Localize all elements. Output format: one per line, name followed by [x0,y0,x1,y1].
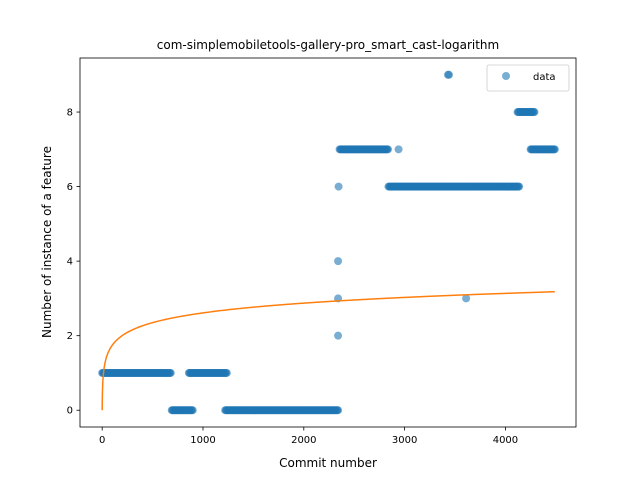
data-point [444,70,453,79]
y-tick-label: 6 [67,182,73,193]
data-marks [98,70,559,415]
plot-frame [79,57,577,428]
y-tick-label: 0 [67,406,73,417]
x-tick-label: 1000 [190,435,215,446]
data-point [383,145,392,154]
x-axis-ticks: 0 1000 2000 3000 4000 [99,427,518,446]
data-point [334,182,343,191]
data-point [394,145,403,154]
y-axis-label: Number of instance of a feature [40,146,54,338]
x-tick-label: 0 [99,435,105,446]
y-axis-ticks: 0 2 4 6 8 [67,108,80,417]
data-point [334,257,343,266]
data-point [334,406,343,415]
legend: data [486,64,570,92]
x-tick-label: 2000 [291,435,316,446]
chart-title: com-simplemobiletools-gallery-pro_smart_… [157,38,499,52]
data-point [334,331,343,340]
fit-line [101,290,555,411]
plot-area [80,58,576,427]
legend-box [486,64,570,92]
data-point [222,368,231,377]
fit-line-group [101,290,555,411]
legend-marker-data [502,72,510,80]
plot-background [80,58,576,427]
y-tick-label: 2 [67,331,73,342]
data-point [188,406,197,415]
x-tick-label: 3000 [392,435,417,446]
data-point [166,368,175,377]
data-point [515,182,524,191]
data-point [530,108,539,117]
data-point [550,145,559,154]
y-tick-label: 8 [67,108,73,119]
legend-label-data: data [533,72,556,83]
x-tick-label: 4000 [493,435,518,446]
data-point [462,294,471,303]
x-axis-label: Commit number [279,456,377,470]
y-tick-label: 4 [67,257,73,268]
